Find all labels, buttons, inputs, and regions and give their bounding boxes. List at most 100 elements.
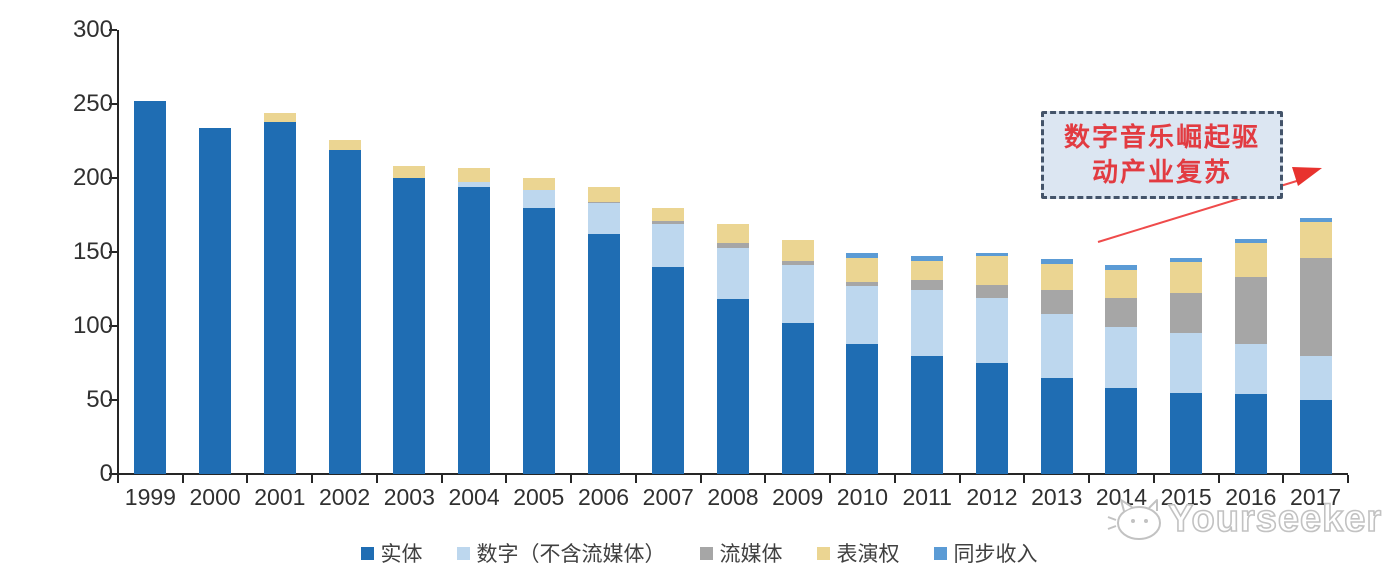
legend-marker (360, 546, 374, 560)
legend-label: 流媒体 (719, 543, 783, 566)
bar-segment (328, 149, 361, 474)
bar-segment (975, 253, 1008, 257)
watermark-text: Yourseeker (1167, 497, 1383, 541)
x-axis-tick-label: 2004 (448, 484, 500, 510)
legend-item: 表演权 (816, 538, 900, 568)
bar-segment (911, 280, 944, 291)
bar-segment (1105, 327, 1138, 389)
bar-segment (1299, 355, 1332, 400)
x-axis-tick (893, 475, 896, 483)
x-axis-tick-label: 2001 (254, 484, 306, 510)
bar-segment (975, 297, 1008, 363)
x-axis-tick (117, 475, 119, 483)
annotation-text-line2: 动产业复苏 (1091, 157, 1232, 187)
x-axis-tick (634, 475, 637, 483)
x-axis-tick (246, 475, 249, 483)
x-axis-tick-label: 2016 (1225, 484, 1277, 510)
bar-2006 (587, 186, 620, 474)
x-axis-tick-label: 2012 (966, 484, 1018, 510)
bar-segment (652, 220, 685, 224)
y-axis-tick-label: 50 (86, 386, 113, 413)
bar-segment (458, 167, 491, 183)
bar-segment (587, 234, 620, 474)
legend-marker (699, 546, 713, 560)
x-axis-tick (1088, 475, 1091, 483)
bar-segment (1040, 290, 1073, 315)
x-axis-tick (1347, 475, 1349, 483)
bar-2003 (393, 166, 426, 474)
bar-segment (781, 260, 814, 266)
bar-2011 (911, 256, 944, 474)
legend-label: 表演权 (836, 543, 900, 566)
bar-segment (1040, 263, 1073, 291)
bar-segment (458, 186, 491, 474)
legend-item: 同步收入 (933, 538, 1038, 568)
bar-segment (522, 178, 555, 190)
y-axis-tick (109, 473, 117, 475)
x-axis-tick (958, 475, 961, 483)
bar-2014 (1105, 265, 1138, 474)
x-axis-tick-label: 2002 (318, 484, 371, 510)
bar-segment (781, 240, 814, 261)
bar-segment (717, 223, 749, 244)
x-axis-tick (764, 475, 767, 483)
bar-segment (587, 203, 620, 235)
bar-segment (1105, 388, 1138, 474)
bar-segment (393, 166, 426, 178)
bar-segment (911, 260, 944, 281)
y-axis-tick-label: 250 (72, 90, 113, 117)
legend-item: 流媒体 (699, 538, 783, 568)
bar-2015 (1170, 257, 1203, 474)
x-axis-tick-label: 2013 (1031, 484, 1083, 510)
bar-segment (975, 284, 1008, 298)
x-axis-tick-label: 2014 (1095, 484, 1147, 510)
x-axis-tick-label: 2006 (577, 484, 630, 510)
x-axis-tick (181, 475, 184, 483)
bar-segment (717, 247, 749, 300)
bar-2001 (263, 112, 296, 474)
bar-segment (1299, 399, 1332, 474)
bar-segment (458, 182, 491, 187)
x-axis-tick-label: 2008 (707, 484, 759, 510)
bar-segment (587, 186, 620, 202)
bar-2004 (458, 167, 491, 474)
y-axis-tick (109, 177, 117, 179)
bar-segment (1234, 243, 1267, 278)
x-axis-tick-label: 2017 (1290, 484, 1342, 510)
bar-2016 (1234, 238, 1267, 474)
x-axis-tick-label: 2009 (772, 484, 824, 510)
x-axis-tick (570, 475, 573, 483)
bar-segment (263, 121, 296, 474)
x-axis-tick-label: 2003 (383, 484, 435, 510)
bar-2005 (522, 178, 555, 474)
bar-segment (911, 290, 944, 356)
x-axis-tick-label: 2015 (1160, 484, 1212, 510)
bar-segment (846, 253, 879, 258)
bar-segment (1170, 257, 1203, 263)
y-axis-tick-label: 150 (72, 238, 113, 265)
bar-segment (1299, 257, 1332, 356)
bar-segment (199, 127, 232, 474)
bar-segment (393, 177, 426, 474)
x-axis-tick-label: 2010 (836, 484, 889, 510)
x-axis-tick (1282, 475, 1285, 483)
bar-segment (846, 257, 879, 282)
y-axis-tick (109, 29, 117, 31)
bar-2002 (328, 139, 361, 474)
bar-segment (1234, 394, 1267, 474)
bar-segment (1170, 392, 1203, 474)
y-axis-tick (109, 399, 117, 401)
bar-1999 (134, 101, 167, 474)
y-axis-tick-label: 200 (72, 164, 113, 191)
bar-segment (652, 207, 685, 221)
bar-segment (846, 281, 879, 287)
y-axis-tick (109, 251, 117, 253)
x-axis-tick (440, 475, 443, 483)
x-axis-tick (699, 475, 702, 483)
bar-2007 (652, 207, 685, 474)
x-axis-tick (1217, 475, 1220, 483)
bar-segment (781, 323, 814, 474)
bar-2012 (975, 253, 1008, 474)
bar-segment (975, 256, 1008, 285)
